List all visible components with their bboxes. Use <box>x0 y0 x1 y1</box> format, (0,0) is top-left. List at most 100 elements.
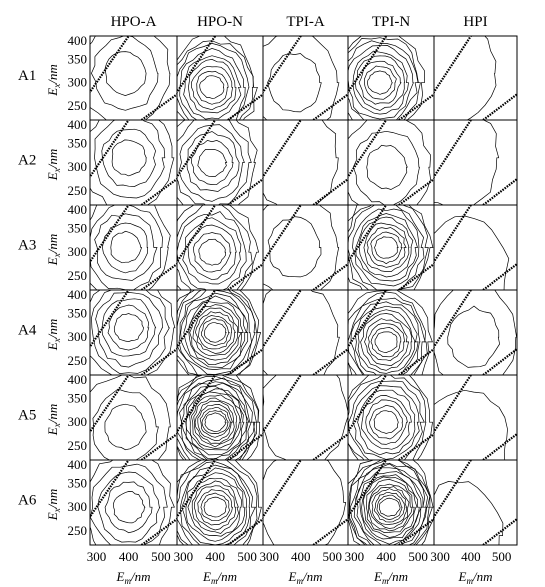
y-label-unit: /nm <box>45 64 60 85</box>
contour-line <box>179 464 251 545</box>
contour-line <box>357 309 416 374</box>
contour-line <box>102 222 149 274</box>
y-axis-label: Ex/nm <box>45 149 62 181</box>
panel-frame <box>262 35 349 121</box>
row-label: A5 <box>18 408 36 424</box>
rayleigh-scatter-line-1 <box>263 120 302 179</box>
contour-line <box>355 55 405 111</box>
svg-text:Ex/nm: Ex/nm <box>45 234 62 266</box>
y-tick-label: 250 <box>68 268 88 283</box>
contour-line <box>193 232 232 273</box>
rayleigh-scatter-line-1 <box>348 36 388 94</box>
contour-line <box>348 375 427 460</box>
rayleigh-scatter-line-1 <box>434 460 472 519</box>
rayleigh-scatter-line-2 <box>312 262 348 290</box>
contour-line <box>198 238 226 266</box>
eem-panel <box>262 35 349 121</box>
contour-line <box>361 395 412 450</box>
contour-line <box>197 489 233 526</box>
rayleigh-scatter-line-2 <box>312 517 348 545</box>
panel-frame <box>433 35 518 121</box>
contour-line <box>367 70 393 95</box>
svg-text:Ex/nm: Ex/nm <box>45 404 62 436</box>
contour-line <box>188 59 237 114</box>
y-label-main: E <box>45 512 60 521</box>
rayleigh-scatter-line-1 <box>434 290 472 349</box>
x-label-unit: /nm <box>130 569 151 584</box>
x-label-main: E <box>373 569 382 584</box>
contour-line <box>177 375 261 460</box>
contour-line <box>193 397 238 448</box>
y-tick-label: 400 <box>68 33 88 48</box>
rayleigh-scatter-line-2 <box>312 177 348 205</box>
rayleigh-scatter-line-1 <box>177 36 217 94</box>
contour-line <box>177 120 258 205</box>
eem-panel <box>176 374 264 461</box>
contour-line <box>94 213 158 281</box>
contour-line <box>104 403 147 451</box>
contour-line <box>92 388 159 460</box>
contour-line <box>371 488 408 525</box>
eem-panel <box>347 204 435 291</box>
rayleigh-scatter-line-2 <box>312 92 348 120</box>
x-label-main: E <box>202 569 211 584</box>
x-tick-label: 300 <box>430 549 450 564</box>
contour-line <box>354 305 419 375</box>
y-label-unit: /nm <box>45 489 60 510</box>
rayleigh-scatter-line-1 <box>263 36 302 94</box>
x-label-sub: m <box>296 576 303 586</box>
contour-line <box>201 318 230 347</box>
contour-line <box>203 496 227 518</box>
contour-line <box>179 381 252 460</box>
svg-text:Ex/nm: Ex/nm <box>45 489 62 521</box>
rayleigh-scatter-line-1 <box>263 205 302 264</box>
eem-panel <box>176 119 264 206</box>
y-tick-label: 300 <box>68 329 88 344</box>
contour-line <box>434 481 504 545</box>
contour-line <box>192 307 238 357</box>
y-label-sub: x <box>52 168 62 173</box>
contour-line <box>379 497 401 517</box>
contour-line <box>349 462 428 545</box>
contour-line <box>348 291 428 375</box>
contour-line <box>196 71 229 105</box>
contour-line <box>177 375 257 460</box>
rayleigh-scatter-line-1 <box>434 36 472 94</box>
contour-line <box>90 375 171 460</box>
contour-line <box>267 216 322 278</box>
contour-line <box>177 460 262 545</box>
contour-line <box>434 290 517 375</box>
x-tick-label: 400 <box>119 549 139 564</box>
contour-line <box>263 375 348 460</box>
contour-line <box>191 394 241 449</box>
x-tick-label: 300 <box>87 549 107 564</box>
eem-panel <box>262 459 349 546</box>
eem-panel <box>89 119 178 206</box>
y-label-sub: x <box>52 508 62 513</box>
contour-line <box>90 290 176 375</box>
y-label-main: E <box>45 172 60 181</box>
rayleigh-scatter-line-1 <box>434 375 472 434</box>
rayleigh-scatter-line-2 <box>140 92 177 120</box>
rayleigh-scatter-line-1 <box>90 36 130 94</box>
contour-line <box>90 460 175 545</box>
y-label-main: E <box>45 427 60 436</box>
contour-line <box>348 380 425 460</box>
contour-line <box>357 389 416 456</box>
y-axis-label: Ex/nm <box>45 64 62 96</box>
rayleigh-scatter-line-2 <box>482 432 517 460</box>
contour-line <box>348 205 434 290</box>
contour-line <box>359 471 422 545</box>
y-label-main: E <box>45 342 60 351</box>
eem-panel <box>347 374 435 461</box>
panel-frame <box>433 459 518 546</box>
contour-line <box>263 205 340 290</box>
contour-line <box>358 216 414 278</box>
y-tick-label: 400 <box>68 117 88 132</box>
x-axis-label: Em/nm <box>202 569 237 586</box>
eem-panel <box>176 289 264 376</box>
contour-line <box>95 292 163 368</box>
contour-line <box>94 120 166 199</box>
x-tick-label: 500 <box>237 549 257 564</box>
contour-line <box>201 410 229 434</box>
